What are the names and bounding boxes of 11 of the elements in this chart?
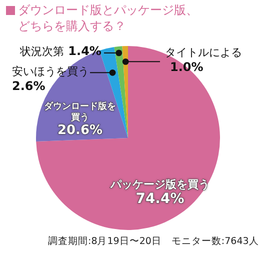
slice-label: 状況次第 <box>20 45 64 58</box>
data-label: 20.6% <box>56 123 104 138</box>
data-label: 1.0% <box>170 60 204 74</box>
data-label: 2.6% <box>12 79 46 93</box>
data-label: 74.4% <box>134 191 186 207</box>
slice-label: タイトルによる <box>165 45 242 60</box>
slice-label: 安いほうを買う <box>12 64 89 79</box>
data-label: 1.4% <box>67 44 102 58</box>
text: 調査期間:8月19日〜20日 モニター数:7643人 <box>48 235 259 248</box>
chart-title: ダウンロード版とパッケージ版、どちらを購入する？ <box>18 2 199 34</box>
pie-slice <box>114 46 128 138</box>
